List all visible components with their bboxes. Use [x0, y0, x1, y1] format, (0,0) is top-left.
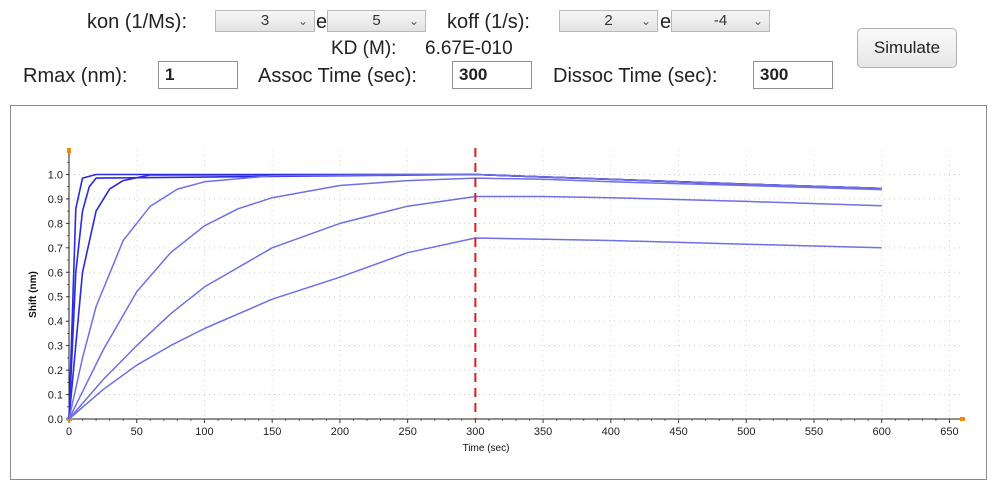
kon-exponent-value: 5 — [372, 12, 381, 29]
series-line — [68, 173, 882, 420]
x-tick-label: 250 — [398, 426, 416, 438]
chart-panel — [10, 105, 987, 480]
y-tick-label: 1.0 — [48, 169, 63, 181]
x-tick-label: 0 — [66, 426, 72, 438]
y-tick-label: 0.6 — [48, 267, 63, 279]
axis-end-marker — [960, 417, 965, 421]
y-tick-label: 0.0 — [48, 414, 63, 426]
assoc-time-input[interactable]: 300 — [452, 61, 532, 89]
x-axis-label: Time (sec) — [463, 443, 510, 454]
x-tick-label: 450 — [669, 426, 687, 438]
koff-mantissa-value: 2 — [604, 12, 613, 29]
x-tick-label: 400 — [602, 426, 620, 438]
y-tick-label: 0.1 — [48, 390, 63, 402]
koff-mantissa-select[interactable]: 2 ⌄ — [559, 10, 658, 32]
koff-exponent-select[interactable]: -4 ⌄ — [671, 10, 770, 32]
kd-label: KD (M): — [331, 38, 397, 59]
y-tick-label: 0.5 — [48, 292, 63, 304]
chevron-down-icon: ⌄ — [408, 14, 419, 28]
x-tick-label: 300 — [466, 426, 484, 438]
kon-mantissa-select[interactable]: 3 ⌄ — [215, 10, 315, 32]
kon-label: kon (1/Ms): — [87, 11, 188, 33]
y-tick-label: 0.2 — [48, 365, 63, 377]
rmax-label: Rmax (nm): — [23, 65, 128, 87]
series-line — [68, 237, 882, 420]
x-tick-label: 600 — [873, 426, 891, 438]
series-line — [68, 177, 882, 420]
x-tick-label: 350 — [534, 426, 552, 438]
x-tick-label: 650 — [940, 426, 958, 438]
y-axis-label: Shift (nm) — [28, 271, 39, 318]
y-tick-label: 0.8 — [48, 218, 63, 230]
series-line — [68, 195, 882, 420]
x-tick-label: 50 — [131, 426, 143, 438]
x-tick-label: 550 — [805, 426, 823, 438]
kd-value: 6.67E-010 — [425, 38, 513, 59]
y-tick-label: 0.9 — [48, 194, 63, 206]
y-tick-label: 0.3 — [48, 341, 63, 353]
koff-exponent-value: -4 — [713, 12, 728, 29]
x-tick-label: 100 — [195, 426, 213, 438]
kon-mantissa-value: 3 — [260, 12, 270, 29]
chevron-down-icon: ⌄ — [297, 14, 308, 28]
simulate-button[interactable]: Simulate — [857, 28, 957, 68]
assoc-time-label: Assoc Time (sec): — [258, 65, 417, 87]
kon-exp-separator: e — [316, 11, 328, 33]
x-tick-label: 200 — [331, 426, 349, 438]
dissoc-time-input[interactable]: 300 — [753, 61, 833, 89]
chevron-down-icon: ⌄ — [752, 14, 763, 28]
koff-exp-separator: e — [660, 11, 672, 33]
x-tick-label: 500 — [737, 426, 755, 438]
kon-exponent-select[interactable]: 5 ⌄ — [327, 10, 426, 32]
chevron-down-icon: ⌄ — [640, 14, 651, 28]
x-tick-label: 150 — [263, 426, 281, 438]
koff-label: koff (1/s): — [447, 11, 530, 33]
dissoc-time-label: Dissoc Time (sec): — [553, 65, 718, 87]
y-tick-label: 0.4 — [48, 316, 63, 328]
rmax-input[interactable]: 1 — [158, 61, 238, 89]
axis-end-marker — [67, 148, 71, 153]
y-tick-label: 0.7 — [48, 243, 63, 255]
